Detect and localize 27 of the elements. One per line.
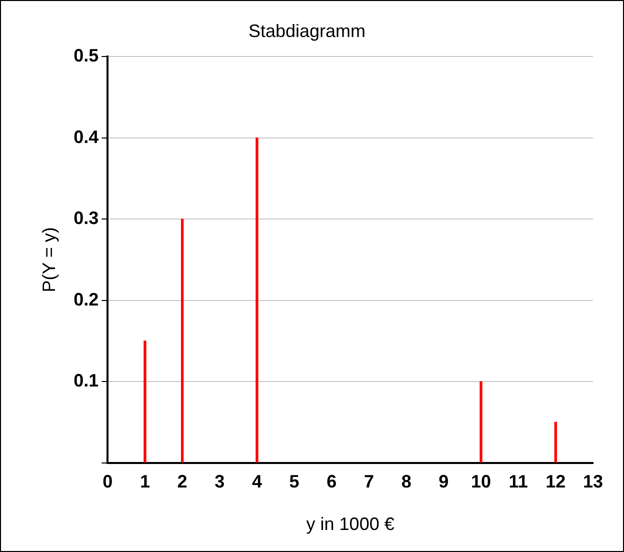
y-tick-label: 0.5: [74, 46, 99, 66]
bar: [554, 422, 557, 463]
bar: [256, 138, 258, 463]
x-tick-label: 0: [102, 472, 113, 492]
y-axis-title: P(Y = y): [38, 227, 59, 292]
x-tick-label: 4: [252, 472, 262, 492]
x-tick-label: 6: [326, 472, 337, 492]
x-tick-label: 7: [364, 472, 374, 492]
y-tick-label: 0.4: [74, 126, 99, 147]
x-tick-label: 2: [177, 472, 188, 492]
x-tick-label: 3: [214, 472, 225, 492]
x-tick-label: 12: [546, 472, 566, 492]
bar: [144, 340, 146, 463]
bar: [180, 218, 184, 463]
x-tick-label: 1: [140, 472, 150, 492]
x-tick-label: 11: [508, 472, 528, 492]
x-tick-label: 10: [470, 472, 492, 492]
x-tick-label: 9: [438, 472, 449, 492]
x-tick-label: 13: [582, 472, 604, 492]
x-tick-label: 5: [289, 472, 300, 492]
y-tick-label: 0.3: [74, 208, 99, 228]
chart-title: Stabdiagramm: [248, 20, 366, 41]
x-axis-title: y in 1000 €: [306, 514, 394, 534]
y-tick-label: 0.2: [74, 289, 99, 310]
x-tick-label: 8: [401, 472, 412, 492]
bar: [480, 381, 482, 463]
y-tick-label: 0.1: [74, 370, 99, 391]
